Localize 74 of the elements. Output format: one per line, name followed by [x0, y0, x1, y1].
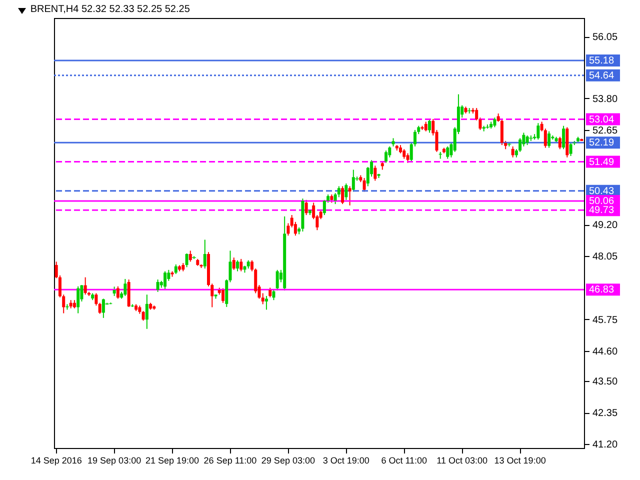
- x-tick-label: 14 Sep 2016: [30, 456, 82, 466]
- candlestick: [536, 122, 540, 140]
- candlestick: [94, 292, 98, 306]
- y-tick-label: 43.50: [592, 376, 618, 388]
- y-tick-label: 42.35: [592, 408, 618, 420]
- candlestick: [402, 148, 406, 160]
- candlestick: [142, 310, 145, 322]
- candlestick: [424, 121, 428, 132]
- x-tick-label: 21 Sep 19:00: [146, 456, 200, 466]
- candlestick: [511, 146, 514, 158]
- x-tick-label: 13 Oct 19:00: [494, 456, 546, 466]
- candlestick: [264, 295, 268, 310]
- candlestick: [232, 257, 236, 270]
- candlestick: [222, 288, 224, 304]
- candlestick: [156, 279, 160, 292]
- y-tick-label: 45.75: [592, 314, 618, 326]
- candlestick: [272, 288, 276, 301]
- candlestick: [406, 152, 410, 164]
- candlestick: [344, 182, 348, 200]
- candlestick: [348, 186, 352, 206]
- x-tick-label: 19 Sep 03:00: [88, 456, 142, 466]
- candlestick: [98, 302, 102, 314]
- candlestick: [124, 278, 127, 296]
- candlestick: [84, 276, 87, 296]
- candlestick: [145, 294, 148, 330]
- x-tick-label: 11 Oct 03:00: [436, 456, 488, 466]
- ref-line-label: 54.64: [589, 70, 614, 82]
- candlestick: [185, 252, 188, 268]
- candlestick: [428, 118, 431, 134]
- candlestick: [446, 146, 450, 160]
- candlestick: [276, 269, 279, 291]
- candlestick: [569, 142, 572, 157]
- y-tick-label: 44.60: [592, 346, 618, 358]
- ref-line-label: 55.18: [589, 56, 614, 67]
- y-tick-label: 48.05: [592, 252, 618, 263]
- ref-line-label: 50.06: [589, 196, 614, 208]
- ref-line-label: 51.49: [589, 156, 614, 168]
- candlestick: [112, 286, 116, 296]
- y-tick-label: 56.05: [592, 32, 618, 44]
- candlestick: [374, 165, 377, 182]
- candlestick: [558, 136, 562, 150]
- candlestick: [240, 258, 243, 272]
- y-tick-label: 53.80: [592, 94, 618, 105]
- candlestick: [548, 130, 551, 148]
- x-tick-label: 26 Sep 11:00: [204, 456, 257, 466]
- candlestick: [236, 260, 239, 272]
- chart-title: BRENT,H4 52.32 52.33 52.25 52.25: [30, 4, 190, 15]
- x-tick-label: 3 Oct 19:00: [322, 456, 370, 466]
- ref-line-label: 52.19: [589, 138, 614, 149]
- ref-line-label: 46.83: [589, 284, 614, 296]
- candlestick: [493, 117, 496, 128]
- candlestick: [384, 150, 388, 164]
- ref-line-label: 53.04: [589, 114, 614, 126]
- candlestick: [188, 250, 192, 262]
- candlestick: [203, 239, 206, 270]
- x-tick-label: 29 Sep 03:00: [261, 456, 315, 466]
- ref-line-label: 49.73: [589, 205, 614, 216]
- candlestick: [174, 264, 178, 275]
- x-tick-label: 6 Oct 11:00: [381, 456, 428, 466]
- candlestick: [76, 286, 80, 314]
- y-tick-label: 52.65: [592, 125, 618, 136]
- candlestick: [304, 199, 308, 216]
- candlestick: [102, 298, 105, 318]
- candlestick: [286, 222, 290, 236]
- candlestick: [526, 134, 529, 146]
- y-tick-label: 49.20: [592, 220, 618, 232]
- candlestick: [261, 292, 264, 305]
- candlestick: [268, 287, 272, 298]
- candlestick: [341, 186, 344, 205]
- candlestick: [116, 286, 120, 300]
- candlestick: [562, 125, 566, 150]
- candlestick: [164, 270, 167, 290]
- ref-line-label: 50.43: [589, 186, 614, 197]
- y-tick-label: 41.20: [592, 440, 618, 451]
